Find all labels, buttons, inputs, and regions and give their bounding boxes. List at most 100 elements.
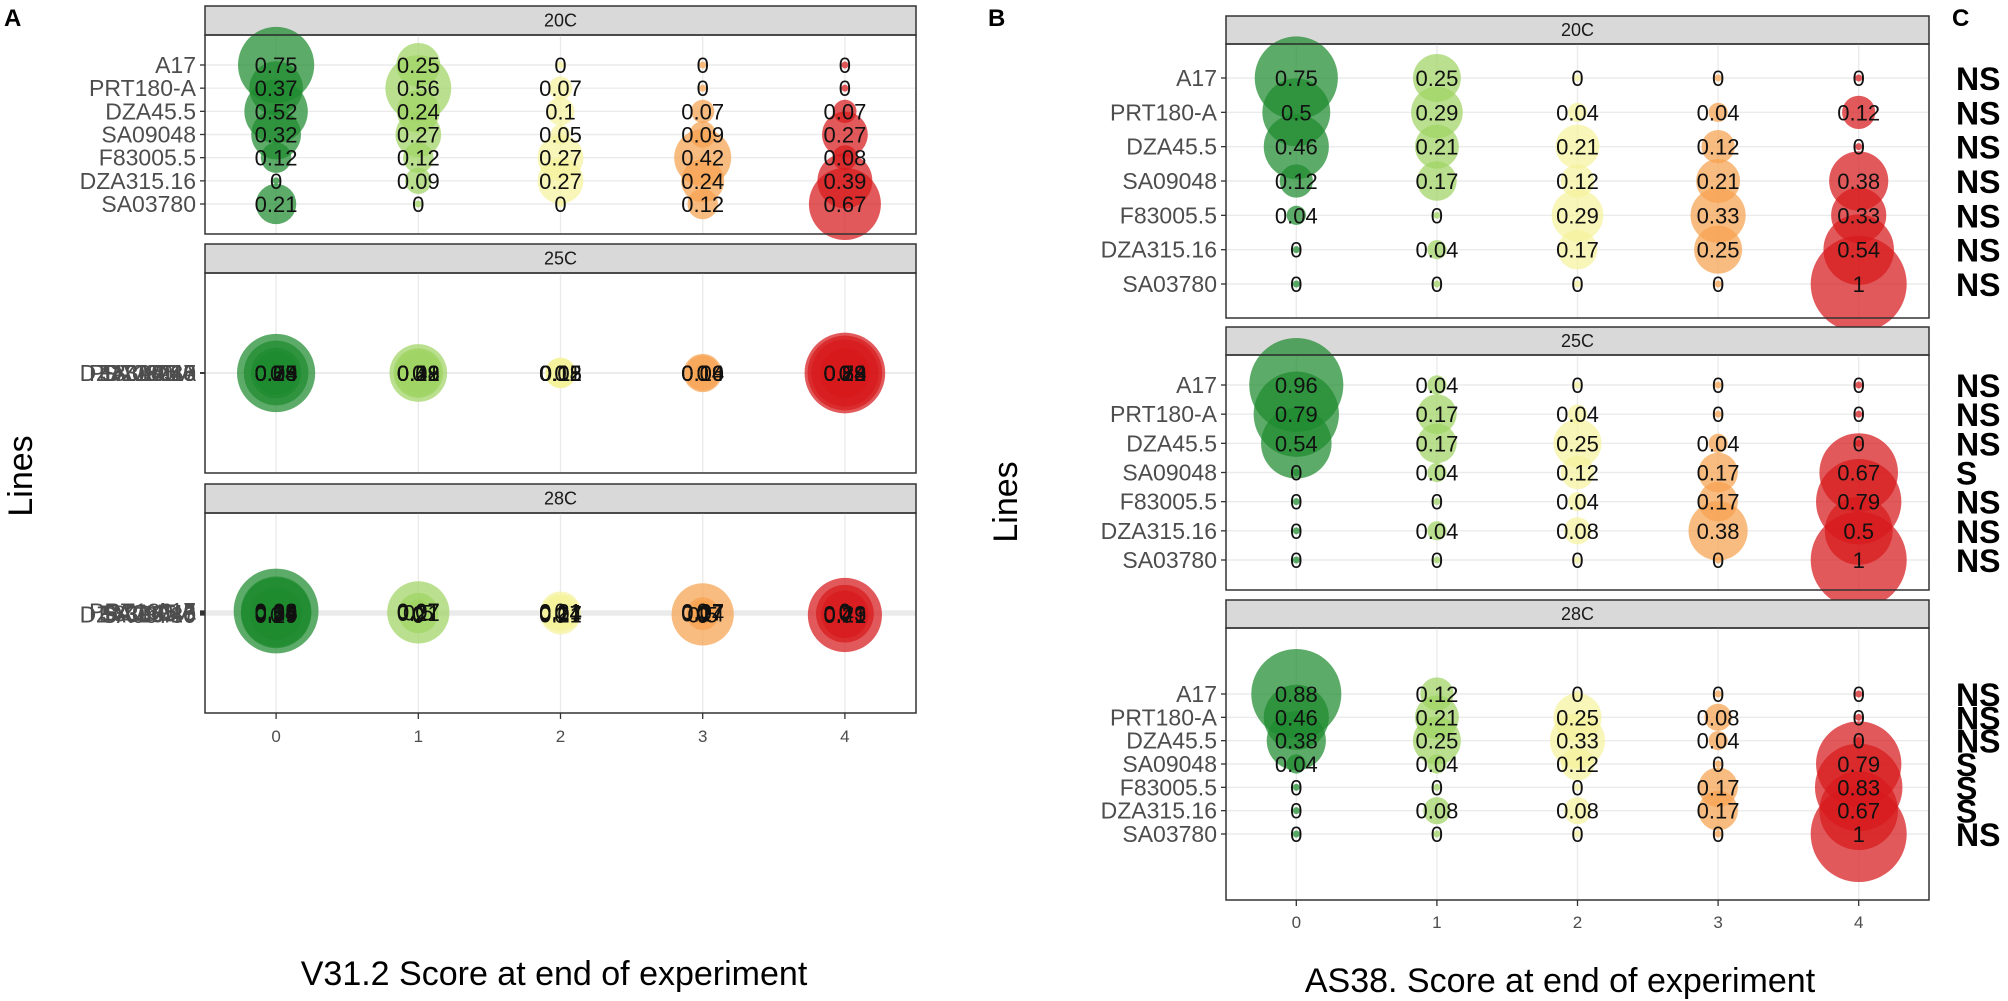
panel-b-bubble bbox=[1704, 703, 1732, 731]
panel-b-bubble-label: 0 bbox=[1712, 402, 1724, 427]
panel-a-bubble-label: 0.29 bbox=[397, 361, 440, 386]
panel-a-bubble-label: 0.54 bbox=[255, 361, 298, 386]
panel-a-bubble bbox=[414, 200, 422, 208]
panel-a-bubble-label: 0 bbox=[270, 169, 282, 194]
panel-b-bubble bbox=[1708, 102, 1728, 122]
panel-a-bubble bbox=[681, 159, 725, 203]
panel-a-bubble-label: 0.27 bbox=[539, 169, 582, 194]
panel-b-bubble-label: 0.54 bbox=[1837, 238, 1880, 263]
panel-a-bubble-label: 0.07 bbox=[397, 599, 440, 624]
panel-b-bubble bbox=[1292, 280, 1300, 288]
panel-a-bubble-label: 0.14 bbox=[539, 601, 582, 626]
panel-b-bubble-label: 0.25 bbox=[1415, 729, 1458, 754]
panel-b-bubble-label: 0 bbox=[1571, 272, 1583, 297]
panel-b-row-label: DZA315.16 bbox=[1101, 518, 1217, 544]
panel-a-bubble-label: 0 bbox=[412, 361, 424, 386]
panel-b-bubble bbox=[1266, 711, 1326, 771]
panel-a-bubble-label: 0.37 bbox=[255, 76, 298, 101]
panel-b-bubble bbox=[1714, 280, 1722, 288]
panel-b-letter: B bbox=[988, 5, 1005, 32]
panel-a-bubble-label: 0.25 bbox=[397, 53, 440, 78]
panel-b-bubble-label: 0.04 bbox=[1697, 729, 1740, 754]
panel-b-y-axis-title: Lines bbox=[987, 461, 1025, 542]
panel-b-facet-20C: 20C 0.75 0.25 0 0 0 0.5 0.29 0.04 0.04 0.12 0.46 0.2… bbox=[1101, 15, 1930, 332]
panel-b-bubble-label: 0 bbox=[1431, 490, 1443, 515]
panel-c-sig-label: S bbox=[1956, 747, 1977, 783]
panel-a-bubble bbox=[699, 369, 707, 377]
panel-b-bubble bbox=[1708, 731, 1728, 751]
panel-b-bubble-label: 0.04 bbox=[1556, 490, 1599, 515]
panel-a-row-label: SA09048 bbox=[101, 122, 196, 148]
panel-a-x-tick-label: 3 bbox=[698, 727, 707, 746]
panel-a-bubble bbox=[699, 61, 707, 69]
panel-b-bubble-label: 0 bbox=[1571, 682, 1583, 707]
panel-a-bubble-label: 0.09 bbox=[681, 123, 724, 148]
panel-b-bubble-label: 0 bbox=[1853, 682, 1865, 707]
panel-b-bubble bbox=[1292, 830, 1300, 838]
panel-b-bubble bbox=[1292, 807, 1300, 815]
panel-a-bubble bbox=[272, 177, 280, 185]
panel-c-sig-label: NS bbox=[1956, 485, 2000, 521]
panel-b-bubble-label: 0.79 bbox=[1837, 752, 1880, 777]
panel-b-x-tick-label: 3 bbox=[1713, 913, 1722, 932]
panel-b-bubble bbox=[1417, 394, 1457, 434]
panel-b-bubble-label: 0.12 bbox=[1556, 169, 1599, 194]
panel-b-bubble-label: 0.04 bbox=[1415, 752, 1458, 777]
panel-a-bubble-label: 0.52 bbox=[255, 99, 298, 124]
panel-b-row-label: SA09048 bbox=[1122, 168, 1217, 194]
panel-b-bubble-label: 0.04 bbox=[1415, 461, 1458, 486]
panel-b-bubble-label: 0 bbox=[1431, 272, 1443, 297]
panel-b-bubble bbox=[1433, 498, 1441, 506]
panel-b-bubble-label: 0.04 bbox=[1697, 100, 1740, 125]
panel-b-bubble bbox=[1714, 830, 1722, 838]
panel-a-row-label: SA03780 bbox=[101, 360, 196, 386]
panel-a-bubble-label: 0.43 bbox=[397, 361, 440, 386]
panel-b-bubble-label: 0.46 bbox=[1275, 705, 1318, 730]
panel-b-row-label: PRT180-A bbox=[1110, 704, 1218, 730]
panel-a-x-tick-label: 4 bbox=[840, 727, 849, 746]
panel-b-row-label: SA09048 bbox=[1122, 751, 1217, 777]
panel-b-bubble-label: 0.17 bbox=[1697, 775, 1740, 800]
panel-a-bubble bbox=[252, 591, 300, 639]
panel-b-bubble bbox=[1292, 498, 1300, 506]
panel-a-bubble bbox=[548, 76, 573, 100]
panel-b-x-tick-label: 2 bbox=[1573, 913, 1582, 932]
panel-b-bubble bbox=[1810, 236, 1907, 332]
panel-b-bubble-label: 0.79 bbox=[1275, 402, 1318, 427]
panel-b-row-label: DZA45.5 bbox=[1126, 430, 1217, 456]
panel-b-bubble bbox=[1574, 556, 1581, 564]
panel-b-bubble-label: 0 bbox=[1853, 373, 1865, 398]
panel-b-bubble-label: 0 bbox=[1290, 272, 1302, 297]
panel-b-bubble bbox=[1292, 783, 1300, 791]
panel-b-bubble-label: 0.33 bbox=[1697, 203, 1740, 228]
panel-a-bubble-label: 0 bbox=[839, 599, 851, 624]
panel-b-bubble-label: 0.75 bbox=[1275, 66, 1318, 91]
panel-b-bubble-label: 0.12 bbox=[1556, 461, 1599, 486]
panel-a-bubble-label: 0.79 bbox=[255, 361, 298, 386]
panel-b-bubble bbox=[1433, 830, 1441, 838]
panel-b-bubble-label: 0.04 bbox=[1275, 752, 1318, 777]
panel-a-x-tick-label: 1 bbox=[414, 727, 423, 746]
panel-a-bubble-label: 0 bbox=[839, 600, 851, 625]
panel-a-bubble-label: 0.72 bbox=[823, 361, 866, 386]
panel-a-bubble-label: 0 bbox=[697, 361, 709, 386]
panel-b-bubble-label: 0 bbox=[1853, 431, 1865, 456]
panel-a-bubble-label: 0.12 bbox=[681, 192, 724, 217]
panel-a-bubble bbox=[699, 84, 707, 92]
panel-a-strip-25C bbox=[204, 243, 917, 274]
panel-a-bubble-label: 0 bbox=[412, 361, 424, 386]
panel-b-row-label: DZA45.5 bbox=[1126, 134, 1217, 160]
panel-b-bubble bbox=[1427, 375, 1447, 395]
panel-b-bubble-label: 0 bbox=[1431, 822, 1443, 847]
panel-a-bubble-label: 0 bbox=[697, 76, 709, 101]
panel-a-bubble bbox=[537, 157, 584, 204]
panel-b-bubble bbox=[1714, 74, 1722, 82]
panel-b-bubble-label: 0.29 bbox=[1556, 203, 1599, 228]
panel-b-bubble-label: 0.25 bbox=[1697, 238, 1740, 263]
panel-b-strip-label-20C: 20C bbox=[1561, 20, 1594, 40]
panel-a-bubble-label: 0.5 bbox=[687, 602, 718, 627]
panel-a-bubble-label: 0 bbox=[412, 603, 424, 628]
